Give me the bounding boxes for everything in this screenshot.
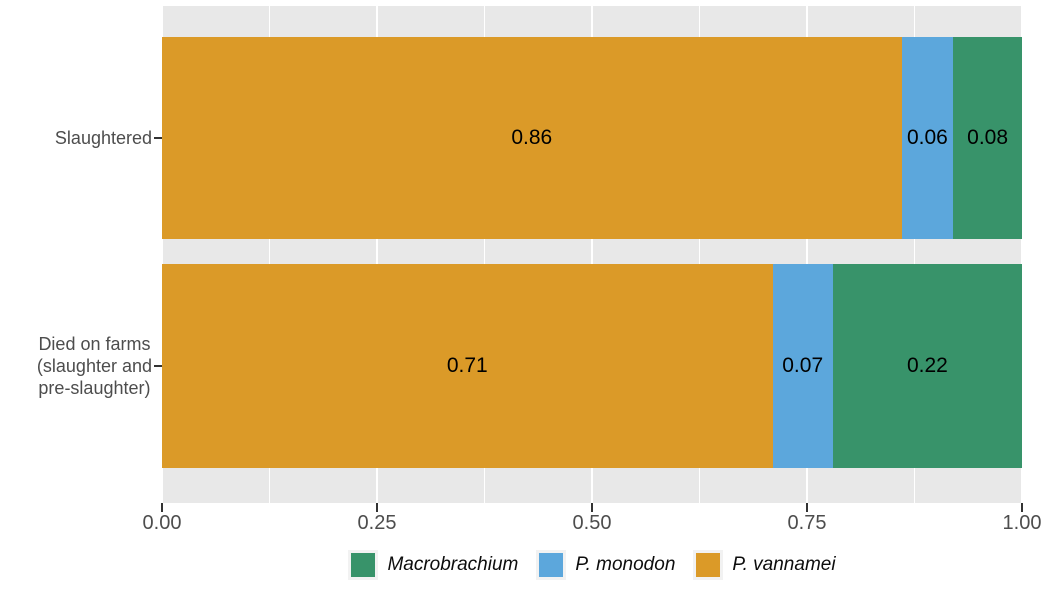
x-axis-tick-label: 1.00 bbox=[1002, 512, 1042, 534]
value-label: 0.08 bbox=[967, 126, 1009, 149]
major-gridline bbox=[162, 6, 163, 503]
value-label: 0.22 bbox=[906, 354, 948, 377]
value-label: 0.07 bbox=[782, 354, 824, 377]
major-gridline bbox=[1021, 6, 1022, 503]
legend-label: P. monodon bbox=[575, 554, 676, 575]
y-axis-label-line: pre-slaughter) bbox=[38, 378, 151, 398]
major-gridline bbox=[376, 6, 378, 503]
bar-row: 0.71 0.07 0.22 bbox=[162, 264, 1022, 468]
y-axis-label-line: Slaughtered bbox=[54, 128, 152, 148]
bar-segment: 0.07 bbox=[772, 264, 833, 468]
x-axis-tick-label: 0.00 bbox=[142, 512, 182, 534]
bar-row: 0.86 0.06 0.08 bbox=[162, 37, 1022, 239]
value-label: 0.06 bbox=[906, 126, 948, 149]
x-axis-tick-mark bbox=[1021, 503, 1023, 512]
y-axis-tick-mark bbox=[154, 365, 162, 367]
legend-key-color bbox=[696, 553, 721, 577]
legend-item: P. monodon bbox=[536, 550, 675, 580]
minor-gridline bbox=[699, 6, 700, 503]
plot-panel: 0.86 0.06 0.08 0.71 0.07 0.22 bbox=[162, 6, 1022, 503]
minor-gridline bbox=[484, 6, 485, 503]
x-axis-tick-label: 0.25 bbox=[357, 512, 397, 534]
x-axis-tick-label: 0.50 bbox=[572, 512, 612, 534]
y-axis-label-line: Died on farms bbox=[38, 334, 151, 354]
x-axis-tick-mark bbox=[591, 503, 593, 512]
legend-key-swatch bbox=[536, 550, 567, 580]
value-label: 0.86 bbox=[511, 126, 553, 149]
legend-key-swatch bbox=[348, 550, 379, 580]
legend-item: P. vannamei bbox=[693, 550, 836, 580]
major-gridline bbox=[591, 6, 593, 503]
x-axis-tick-label: 0.75 bbox=[787, 512, 827, 534]
bar-segment: 0.71 bbox=[162, 264, 773, 468]
bar-segment: 0.86 bbox=[162, 37, 902, 239]
bar-segment: 0.06 bbox=[901, 37, 954, 239]
x-axis-tick-mark bbox=[806, 503, 808, 512]
y-axis-category-label: Died on farms (slaughter and pre-slaughter… bbox=[37, 333, 152, 399]
legend-label: P. vannamei bbox=[732, 554, 836, 575]
x-axis-tick-mark bbox=[376, 503, 378, 512]
minor-gridline bbox=[269, 6, 270, 503]
minor-gridline bbox=[914, 6, 915, 503]
x-axis-tick-mark bbox=[161, 503, 163, 512]
bar-segment: 0.22 bbox=[832, 264, 1022, 468]
legend-item: Macrobrachium bbox=[348, 550, 518, 580]
y-axis-category-label: Slaughtered bbox=[55, 127, 152, 149]
value-label: 0.71 bbox=[446, 354, 488, 377]
legend-key-color bbox=[539, 553, 564, 577]
legend: Macrobrachium P. monodon P. vannamei bbox=[162, 550, 1022, 580]
legend-key-swatch bbox=[693, 550, 724, 580]
legend-label: Macrobrachium bbox=[387, 554, 519, 575]
major-gridline bbox=[806, 6, 808, 503]
bar-segment: 0.08 bbox=[953, 37, 1022, 239]
y-axis-tick-mark bbox=[154, 137, 162, 139]
legend-key-color bbox=[351, 553, 376, 577]
y-axis-label-line: (slaughter and bbox=[36, 356, 152, 376]
